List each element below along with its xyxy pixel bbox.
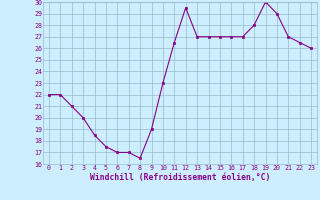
X-axis label: Windchill (Refroidissement éolien,°C): Windchill (Refroidissement éolien,°C)	[90, 173, 270, 182]
